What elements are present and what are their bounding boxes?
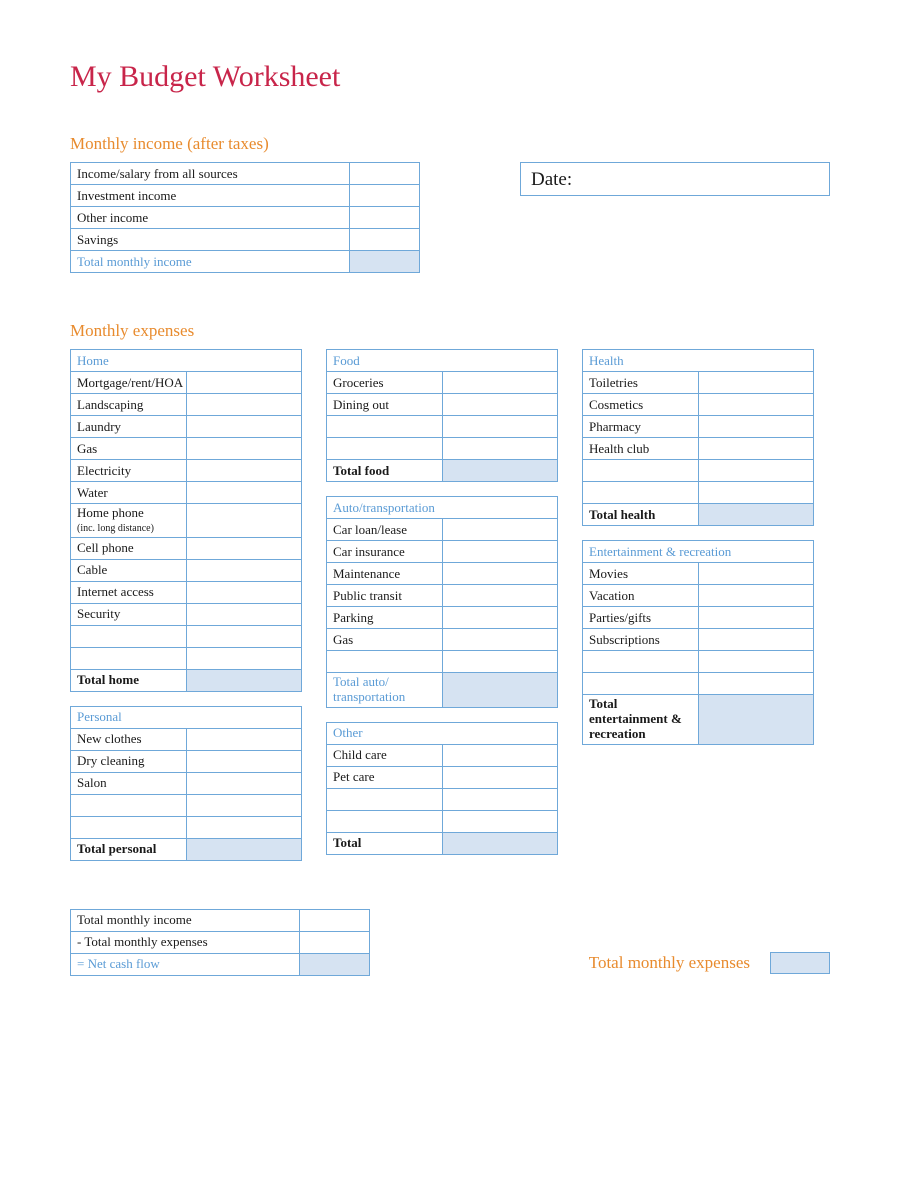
income-total-row: Total monthly income [71, 251, 420, 273]
income-row: Other income [71, 207, 420, 229]
total-expenses-label: Total monthly expenses [589, 950, 760, 976]
blank-row [583, 482, 814, 504]
blank-row [327, 651, 558, 673]
total-row: Total [327, 832, 558, 854]
table-row: Laundry [71, 416, 302, 438]
table-row: Car insurance [327, 541, 558, 563]
table-row: Dining out [327, 394, 558, 416]
home-table: Home Mortgage/rent/HOA Landscaping Laund… [70, 349, 302, 692]
table-row: Gas [71, 438, 302, 460]
entertainment-header: Entertainment & recreation [583, 541, 814, 563]
table-row: Landscaping [71, 394, 302, 416]
table-row: Cell phone [71, 537, 302, 559]
blank-row [583, 460, 814, 482]
table-row: Health club [583, 438, 814, 460]
table-row: Pharmacy [583, 416, 814, 438]
table-row: Subscriptions [583, 629, 814, 651]
total-row: Total food [327, 460, 558, 482]
page-title: My Budget Worksheet [70, 60, 830, 94]
income-row: Income/salary from all sources [71, 163, 420, 185]
table-row: Parking [327, 607, 558, 629]
total-row: Total home [71, 669, 302, 691]
table-row: Water [71, 482, 302, 504]
personal-table: Personal New clothes Dry cleaning Salon … [70, 706, 302, 861]
personal-header: Personal [71, 706, 302, 728]
home-header: Home [71, 350, 302, 372]
date-label: Date: [531, 169, 572, 190]
income-value[interactable] [350, 163, 420, 185]
income-row: Savings [71, 229, 420, 251]
blank-row [71, 794, 302, 816]
table-row: Parties/gifts [583, 607, 814, 629]
blank-row [327, 438, 558, 460]
expenses-heading: Monthly expenses [70, 321, 830, 341]
other-header: Other [327, 722, 558, 744]
health-header: Health [583, 350, 814, 372]
table-row: Movies [583, 563, 814, 585]
income-row: Investment income [71, 185, 420, 207]
summary-table: Total monthly income - Total monthly exp… [70, 909, 370, 976]
blank-row [71, 816, 302, 838]
blank-row [71, 625, 302, 647]
table-row: Car loan/lease [327, 519, 558, 541]
income-total-value[interactable] [350, 251, 420, 273]
summary-row: Total monthly income [71, 909, 370, 931]
blank-row [327, 416, 558, 438]
summary-row: = Net cash flow [71, 953, 370, 975]
income-value[interactable] [350, 185, 420, 207]
date-field[interactable]: Date: [520, 162, 830, 196]
table-row: Dry cleaning [71, 750, 302, 772]
health-table: Health Toiletries Cosmetics Pharmacy Hea… [582, 349, 814, 526]
table-row: Gas [327, 629, 558, 651]
income-table: Income/salary from all sources Investmen… [70, 162, 420, 273]
table-row: Child care [327, 744, 558, 766]
table-row: Salon [71, 772, 302, 794]
table-row: Public transit [327, 585, 558, 607]
summary-row: - Total monthly expenses [71, 931, 370, 953]
total-expenses-value[interactable] [770, 952, 830, 974]
table-row: Vacation [583, 585, 814, 607]
table-row: Security [71, 603, 302, 625]
total-row: Total entertainment & recreation [583, 695, 814, 745]
table-row: Electricity [71, 460, 302, 482]
table-row: Toiletries [583, 372, 814, 394]
blank-row [327, 810, 558, 832]
table-row: Internet access [71, 581, 302, 603]
total-row: Total auto/transportation [327, 673, 558, 708]
table-row: Groceries [327, 372, 558, 394]
table-row: Mortgage/rent/HOA [71, 372, 302, 394]
total-row: Total personal [71, 838, 302, 860]
table-row: Cable [71, 559, 302, 581]
table-row: Cosmetics [583, 394, 814, 416]
total-row: Total health [583, 504, 814, 526]
income-value[interactable] [350, 207, 420, 229]
auto-table: Auto/transportation Car loan/lease Car i… [326, 496, 558, 708]
food-table: Food Groceries Dining out Total food [326, 349, 558, 482]
blank-row [583, 651, 814, 673]
auto-header: Auto/transportation [327, 497, 558, 519]
blank-row [583, 673, 814, 695]
table-row: Home phone(inc. long distance) [71, 504, 302, 538]
food-header: Food [327, 350, 558, 372]
other-table: Other Child care Pet care Total [326, 722, 558, 855]
income-heading: Monthly income (after taxes) [70, 134, 830, 154]
blank-row [71, 647, 302, 669]
table-row: Maintenance [327, 563, 558, 585]
table-row: New clothes [71, 728, 302, 750]
income-value[interactable] [350, 229, 420, 251]
blank-row [327, 788, 558, 810]
entertainment-table: Entertainment & recreation Movies Vacati… [582, 540, 814, 745]
table-row: Pet care [327, 766, 558, 788]
